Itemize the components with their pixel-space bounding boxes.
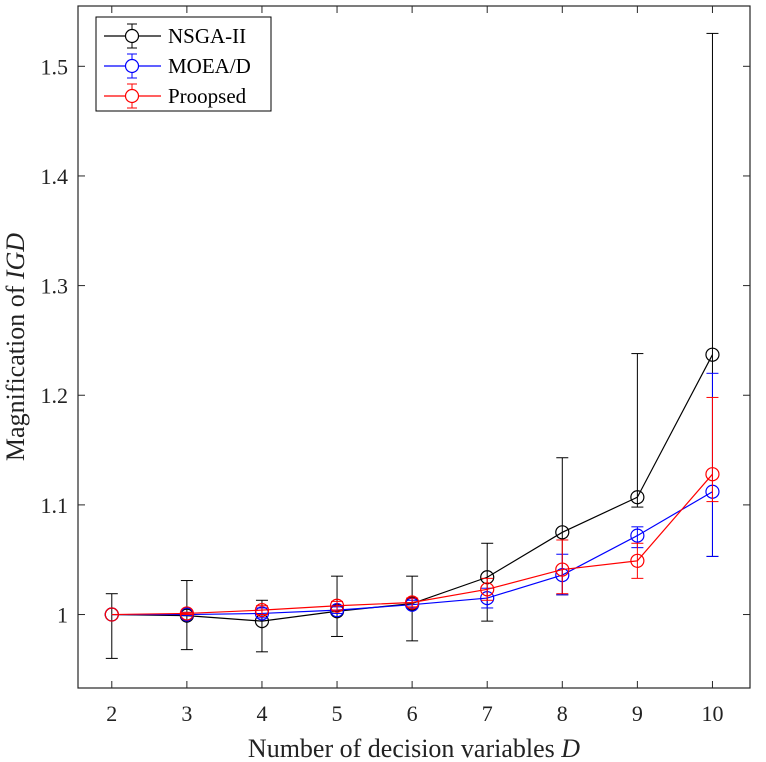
legend: NSGA-II MOEA/D Proopsed [95, 16, 272, 112]
data-point [555, 562, 570, 577]
y-axis-label-variable: IGD [1, 233, 30, 280]
x-tick-label: 6 [407, 701, 418, 726]
x-tick-label: 4 [256, 701, 267, 726]
x-axis-label: Number of decision variables D [248, 734, 580, 762]
data-point [705, 347, 720, 362]
legend-marker [124, 28, 140, 44]
x-tick-label: 9 [632, 701, 643, 726]
y-tick-label: 1.1 [41, 493, 69, 518]
x-tick-label: 7 [482, 701, 493, 726]
legend-label: Proopsed [168, 84, 247, 108]
data-point [329, 598, 345, 613]
legend-marker [124, 58, 140, 74]
y-axis-label: Magnification of IGD [1, 233, 30, 461]
data-point [705, 467, 720, 482]
x-tick-label: 3 [181, 701, 192, 726]
data-point [630, 528, 645, 543]
data-point [405, 595, 420, 610]
axes-box [77, 5, 751, 689]
data-point [104, 607, 119, 622]
x-tick-label: 8 [557, 701, 568, 726]
y-axis-label-text: Magnification of [1, 279, 30, 461]
plot-layer [104, 32, 720, 659]
x-tick-label: 5 [332, 701, 343, 726]
legend-label: NSGA-II [168, 24, 246, 48]
x-axis-label-text: Number of decision variables [248, 734, 561, 762]
y-tick-label: 1.2 [41, 383, 69, 408]
data-point [555, 525, 570, 540]
ticks-layer: 2 3 4 5 6 7 8 9 10 1 1.1 1.2 1.3 1.4 1.5 [41, 6, 750, 726]
legend-label: MOEA/D [168, 54, 251, 78]
data-point [254, 603, 270, 618]
y-tick-label: 1.4 [41, 164, 69, 189]
x-tick-label: 10 [701, 701, 723, 726]
x-tick-label: 2 [106, 701, 117, 726]
y-tick-label: 1.3 [41, 274, 69, 299]
x-axis-label-variable: D [560, 734, 580, 762]
y-tick-label: 1.5 [41, 54, 69, 79]
data-point [630, 553, 645, 568]
data-point [179, 606, 194, 621]
y-tick-label: 1 [57, 603, 68, 628]
data-point [630, 490, 645, 505]
legend-marker [124, 88, 140, 104]
series-proopsed [104, 396, 720, 622]
data-point [480, 582, 495, 597]
